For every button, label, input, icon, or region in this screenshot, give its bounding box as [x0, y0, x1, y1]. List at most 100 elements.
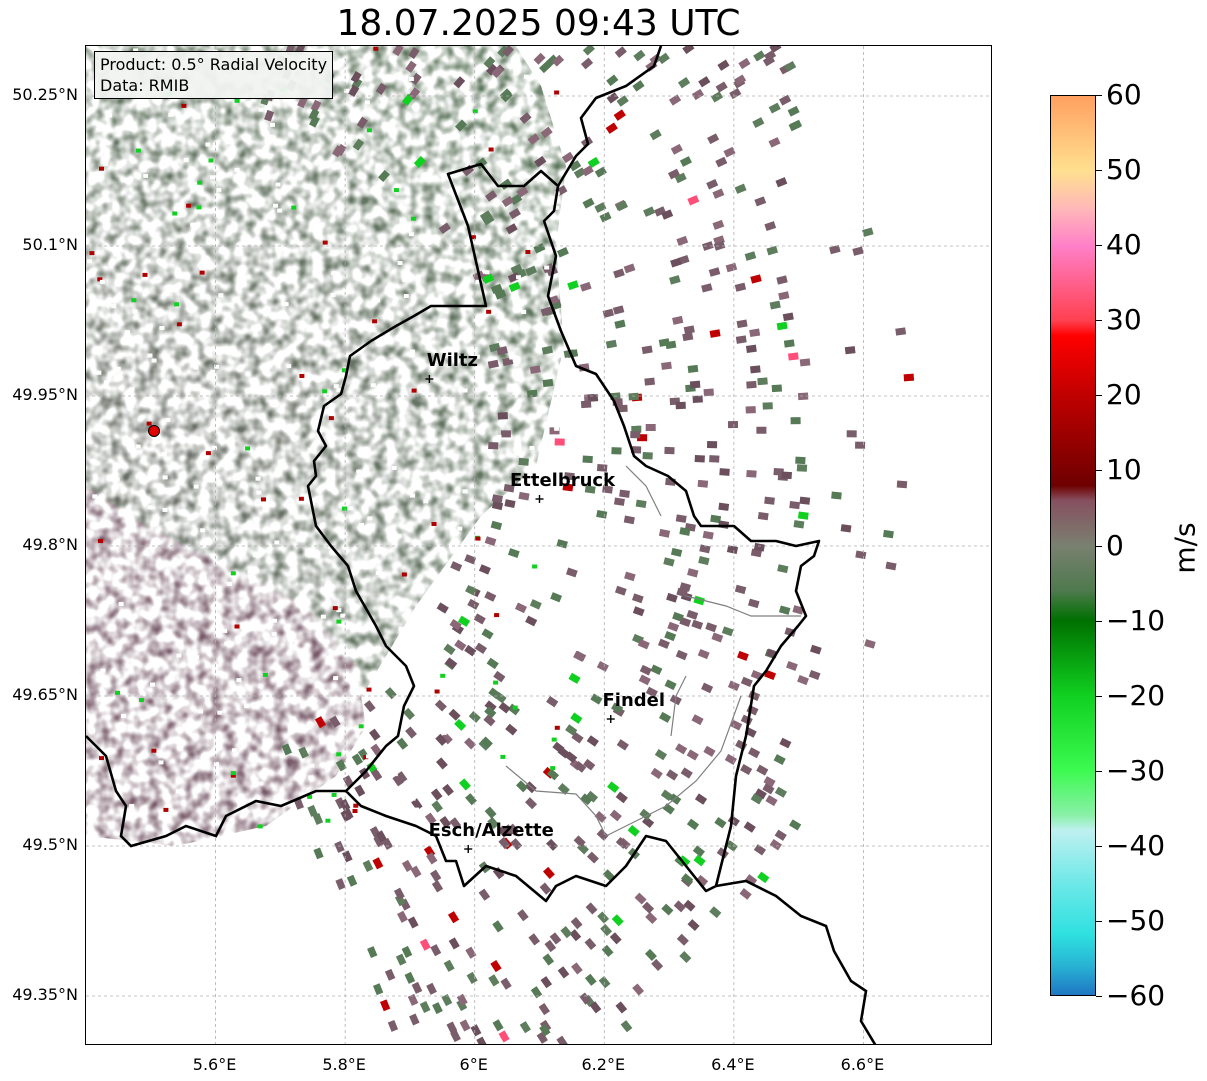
- echo-gate: [530, 986, 543, 999]
- echo-gate: [594, 166, 607, 178]
- echo-speckle: [398, 626, 404, 631]
- echo-gate: [565, 567, 578, 578]
- echo-gate: [750, 793, 763, 805]
- echo-gate: [669, 275, 681, 285]
- colorbar-tick-label: 60: [1106, 78, 1142, 111]
- echo-speckle: [96, 370, 102, 375]
- echo-gate: [676, 587, 688, 598]
- echo-gate: [683, 325, 695, 335]
- echo-gate: [779, 737, 792, 749]
- echo-speckle: [234, 624, 240, 629]
- echo-gate: [740, 714, 753, 726]
- echo-gate: [693, 854, 706, 867]
- echo-gate: [581, 165, 594, 177]
- echo-gate: [613, 497, 625, 506]
- echo-gate: [793, 520, 805, 529]
- city-label: Wiltz: [426, 350, 478, 371]
- echo-speckle: [340, 613, 346, 618]
- echo-speckle: [401, 572, 407, 577]
- echo-speckle: [539, 559, 545, 564]
- colorbar-tick-label: −10: [1106, 603, 1166, 637]
- echo-gate: [582, 197, 595, 209]
- echo-gate: [733, 74, 747, 86]
- echo-gate: [397, 910, 408, 923]
- echo-speckle: [234, 98, 240, 103]
- echo-gate: [764, 496, 775, 505]
- lon-tick-label: 5.6°E: [192, 1055, 237, 1074]
- echo-gate: [312, 813, 324, 825]
- radar-map-area[interactable]: [85, 45, 992, 1045]
- echo-gate: [480, 736, 493, 749]
- echo-speckle: [193, 484, 199, 489]
- echo-speckle: [488, 147, 494, 152]
- lat-tick-label: 50.25°N: [12, 85, 78, 104]
- echo-gate: [624, 571, 636, 582]
- echo-gate: [491, 66, 504, 79]
- radar-map-svg: [86, 46, 991, 1044]
- echo-gate: [724, 753, 737, 765]
- echo-gate: [527, 133, 540, 145]
- echo-gate: [692, 395, 703, 403]
- echo-gate: [762, 402, 773, 410]
- echo-gate: [675, 401, 686, 410]
- echo-speckle: [270, 122, 275, 127]
- echo-speckle: [125, 330, 130, 335]
- echo-gate: [478, 888, 491, 901]
- echo-gate: [546, 696, 559, 708]
- echo-speckle: [244, 704, 250, 709]
- echo-gate: [766, 245, 779, 256]
- echo-gate: [518, 457, 529, 466]
- echo-gate: [753, 50, 766, 62]
- echo-gate: [519, 112, 532, 124]
- echo-gate: [692, 845, 705, 858]
- luxembourg-border: [306, 162, 821, 903]
- echo-speckle: [99, 279, 105, 284]
- echo-speckle: [467, 607, 473, 612]
- echo-gate: [465, 584, 478, 596]
- echo-speckle: [174, 302, 180, 307]
- echo-gate: [662, 803, 675, 815]
- echo-speckle: [554, 90, 560, 95]
- echo-speckle: [529, 445, 535, 450]
- echo-speckle: [100, 668, 106, 673]
- echo-gate: [466, 971, 478, 985]
- echo-speckle: [533, 765, 539, 769]
- echo-speckle: [135, 444, 141, 449]
- echo-speckle: [431, 522, 437, 526]
- echo-gate: [776, 321, 788, 331]
- echo-speckle: [89, 251, 95, 256]
- echo-speckle: [554, 426, 560, 431]
- echo-gate: [641, 345, 653, 355]
- echo-gate: [754, 196, 767, 207]
- echo-gate: [508, 281, 521, 292]
- echo-gate: [370, 768, 383, 781]
- echo-gate: [413, 156, 426, 169]
- echo-gate: [454, 119, 467, 132]
- echo-gate: [632, 606, 645, 617]
- echo-gate: [714, 816, 727, 829]
- echo-gate: [691, 88, 705, 101]
- echo-gate: [308, 108, 320, 121]
- echo-gate: [789, 501, 801, 510]
- echo-gate: [756, 426, 767, 434]
- echo-speckle: [104, 380, 109, 385]
- echo-speckle: [225, 140, 231, 145]
- echo-gate: [895, 327, 907, 336]
- echo-speckle: [336, 608, 342, 613]
- echo-gate: [367, 946, 378, 959]
- echo-speckle: [342, 506, 347, 511]
- echo-speckle: [210, 369, 216, 374]
- city-label: Esch/Alzette: [428, 820, 554, 841]
- echo-gate: [560, 926, 573, 939]
- echo-gate: [709, 329, 721, 338]
- echo-gate: [546, 768, 560, 781]
- echo-gate: [740, 676, 753, 688]
- echo-gate: [695, 874, 709, 887]
- echo-gate: [536, 1031, 548, 1044]
- echo-gate: [855, 550, 867, 560]
- echo-speckle: [336, 619, 342, 624]
- echo-gate: [501, 46, 514, 57]
- echo-gate: [632, 983, 645, 996]
- echo-gate: [774, 829, 787, 841]
- echo-speckle: [193, 365, 199, 370]
